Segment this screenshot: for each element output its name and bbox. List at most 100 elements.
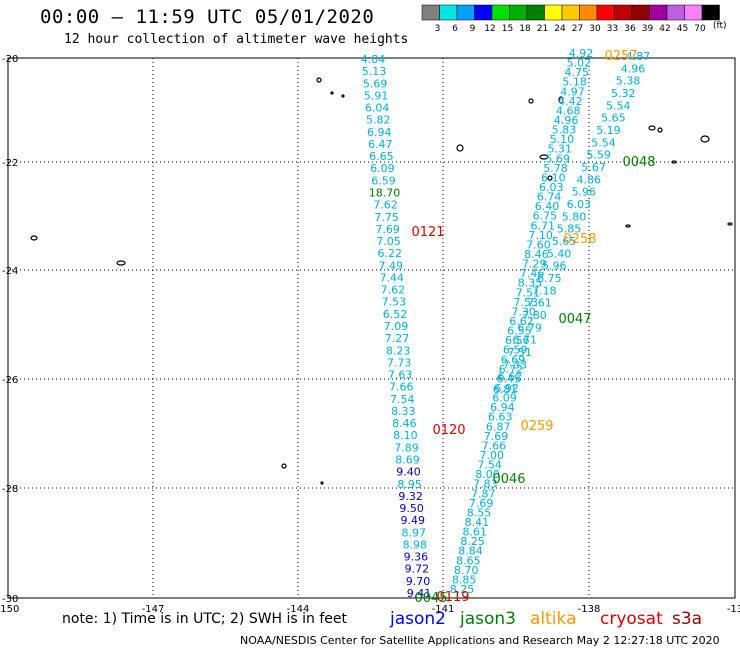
wave-height-label: 6.81: [493, 383, 518, 396]
wave-height-label: 7.09: [384, 320, 409, 333]
wave-height-label: 7.62: [373, 199, 398, 212]
wave-height-label: 7.05: [376, 235, 401, 248]
legend-cryosat: cryosat: [600, 609, 663, 629]
islands: [30, 77, 733, 485]
wave-height-label: 5.54: [606, 99, 631, 112]
wave-height-label: 8.97: [402, 526, 427, 539]
colorbar-swatch: [701, 4, 720, 21]
wave-height-label: 6.40: [535, 200, 560, 213]
colorbar-swatch: [491, 4, 510, 21]
colorbar-swatch: [614, 4, 633, 21]
lon-tick-label: -147: [142, 604, 165, 615]
wave-height-label: 5.02: [567, 57, 592, 70]
wave-height-label: 6.75: [537, 272, 562, 285]
wave-height-label: 7.66: [389, 381, 414, 394]
wave-height-label: 6.94: [367, 126, 392, 139]
wave-height-label: 6.55: [507, 325, 532, 338]
footer-credit: NOAA/NESDIS Center for Satellite Applica…: [240, 634, 720, 647]
wave-height-label: 7.61: [527, 297, 552, 310]
wave-height-label: 8.65: [456, 554, 481, 567]
wave-height-label: 6.03: [539, 181, 564, 194]
wave-height-label: 7.27: [385, 332, 410, 345]
wave-height-label: 8.98: [403, 538, 428, 551]
wave-height-label: 7.60: [526, 238, 551, 251]
wave-height-label: 6.62: [509, 315, 534, 328]
island-outline: [316, 77, 322, 83]
wave-height-label: 5.80: [562, 210, 587, 223]
wave-height-label: 7.44: [380, 271, 405, 284]
colorbar-label: 15: [502, 24, 513, 34]
wave-height-label: 8.70: [454, 564, 479, 577]
wave-height-label: 6.22: [377, 247, 402, 260]
wave-height-label: 4.84: [361, 53, 386, 66]
wave-height-label: 7.89: [394, 441, 419, 454]
wave-height-label: 5.91: [364, 89, 389, 102]
lat-tick-label: -30: [2, 594, 18, 605]
wave-height-label: 7.54: [477, 459, 502, 472]
colorbar-swatch: [526, 4, 545, 21]
wave-height-label: 5.69: [545, 152, 570, 165]
lat-tick-label: -20: [2, 54, 18, 65]
wave-height-label: 5.78: [543, 162, 568, 175]
lat-tick-label: -24: [2, 266, 18, 277]
wave-height-label: 7.54: [390, 393, 415, 406]
colorbar-swatch: [561, 4, 580, 21]
wave-height-label: 5.85: [557, 223, 582, 236]
island-outline: [657, 127, 663, 133]
wave-height-label: 9.41: [407, 587, 432, 600]
wave-height-label: 4.75: [565, 66, 590, 79]
wave-height-label: 8.10: [393, 429, 418, 442]
wave-height-label: 7.73: [387, 356, 412, 369]
wave-height-label: 7.62: [381, 284, 406, 297]
wave-height-label: 9.50: [399, 502, 424, 515]
wave-height-label: 5.31: [548, 143, 573, 156]
wave-height-label: 6.72: [499, 363, 524, 376]
colorbar-swatch: [666, 4, 685, 21]
pass-time-label: 0048: [622, 155, 655, 170]
colorbar-label: 70: [694, 24, 706, 34]
wave-height-label: 6.74: [537, 191, 562, 204]
wave-height-label: 8.33: [391, 405, 416, 418]
wave-height-label: 5.83: [552, 124, 577, 137]
wave-height-label: 5.59: [586, 149, 611, 162]
wave-height-label: 8.25: [450, 583, 475, 596]
island-outline: [341, 94, 345, 98]
wave-height-label: 7.87: [471, 487, 496, 500]
wave-height-label: 7.51: [516, 286, 541, 299]
colorbar-label: 12: [484, 24, 495, 34]
wave-height-label: 4.96: [554, 114, 579, 127]
wave-height-label: 6.59: [503, 344, 528, 357]
wave-height-label: 8.46: [392, 417, 417, 430]
legend-altika: altika: [530, 609, 577, 629]
wave-height-label: 5.69: [363, 77, 388, 90]
track-labels: 4.845.135.695.916.045.826.946.476.656.09…: [361, 47, 651, 600]
wave-height-label: 7.69: [469, 497, 494, 510]
map-note: note: 1) Time is in UTC; 2) SWH is in fe…: [62, 611, 348, 627]
island-outline: [30, 235, 38, 241]
lon-tick-label: -138: [578, 604, 601, 615]
wave-height-label: 4.96: [621, 62, 646, 75]
wave-height-label: 4.68: [556, 104, 581, 117]
lon-tick-label: -13: [727, 604, 740, 615]
pass-time-label: 0259: [520, 419, 553, 434]
colorbar-label: 21: [537, 24, 548, 34]
map-subtitle: 12 hour collection of altimeter wave hei…: [64, 32, 409, 47]
wave-height-label: 7.83: [473, 478, 498, 491]
pass-time-label: 0258: [563, 232, 596, 247]
wave-height-label: 5.13: [362, 65, 387, 78]
wave-height-label: 5.32: [611, 87, 636, 100]
wave-height-label: 8.55: [467, 506, 492, 519]
wave-height-label: 6.09: [370, 162, 395, 175]
wave-height-label: 6.71: [512, 334, 537, 347]
colorbar-label: 36: [624, 24, 636, 34]
wave-height-label: 7.33: [503, 358, 528, 371]
wave-height-label: 6.09: [492, 392, 517, 405]
wave-height-label: 4.86: [576, 173, 601, 186]
wave-height-label: 6.75: [533, 210, 558, 223]
island-outline: [456, 144, 464, 152]
wave-height-label: 8.61: [463, 526, 488, 539]
axis-tick-labels: -150 -147 -144 -141 -138 -13 -20 -22 -24 -26 -28 -3…: [0, 54, 740, 615]
colorbar: 3 6 9 12 15 18 21 24 27 30 33 36 39 42 45 70: [421, 4, 720, 34]
wave-height-label: 6.56: [505, 334, 530, 347]
wave-height-label: 5.96: [542, 260, 567, 273]
